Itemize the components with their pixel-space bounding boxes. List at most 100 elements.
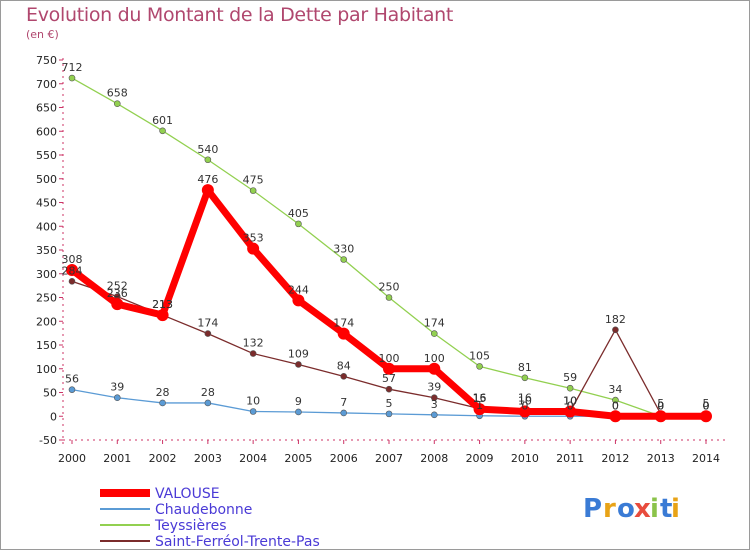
data-label: 0	[703, 399, 710, 412]
data-point	[68, 74, 76, 82]
data-point	[385, 294, 393, 301]
x-tick-label: 2007	[375, 452, 403, 465]
data-point	[204, 330, 212, 337]
x-tick-label: 2000	[58, 452, 86, 465]
logo-letter: r	[603, 494, 616, 524]
data-point	[340, 373, 348, 380]
chart-subtitle: (en €)	[26, 28, 59, 41]
data-point	[201, 184, 214, 197]
data-point	[518, 405, 531, 418]
data-label: 28	[156, 386, 170, 399]
data-label: 308	[62, 253, 83, 266]
data-label: 712	[62, 61, 83, 74]
data-point	[159, 127, 166, 135]
data-label: 174	[197, 317, 218, 330]
data-label: 182	[605, 313, 626, 326]
data-point	[111, 298, 124, 311]
x-tick-label: 2001	[103, 452, 131, 465]
data-label: 15	[473, 392, 487, 405]
x-tick-label: 2002	[149, 452, 177, 465]
y-tick-label: 200	[36, 315, 57, 328]
data-label: 10	[246, 395, 260, 408]
data-label: 5	[657, 397, 664, 410]
data-label: 0	[657, 399, 664, 412]
data-label: 213	[152, 298, 173, 311]
y-tick-label: -50	[39, 434, 57, 447]
data-point	[430, 411, 438, 419]
data-label: 132	[243, 337, 264, 350]
data-label: 284	[62, 264, 83, 277]
y-tick-label: 600	[36, 125, 57, 138]
data-point	[204, 399, 212, 407]
y-tick-label: 500	[36, 173, 57, 186]
x-tick-label: 2009	[466, 452, 494, 465]
legend-label: VALOUSE	[155, 486, 220, 502]
y-tick-label: 450	[36, 197, 57, 210]
data-point	[385, 410, 393, 418]
data-label: 1	[476, 399, 483, 412]
data-label: 16	[473, 392, 487, 405]
y-tick-label: 400	[36, 220, 57, 233]
data-point	[249, 408, 257, 415]
data-label: 244	[288, 283, 309, 296]
data-label: 353	[243, 232, 264, 245]
legend-label: Teyssières	[154, 518, 227, 534]
data-point	[68, 386, 76, 393]
x-tick-label: 2005	[284, 452, 312, 465]
y-tick-label: 300	[36, 268, 57, 281]
y-tick-label: 750	[36, 54, 57, 67]
x-tick-label: 2010	[511, 452, 539, 465]
logo-letter: t	[660, 494, 672, 524]
data-label: 0	[521, 399, 528, 412]
y-tick-label: 150	[36, 339, 57, 352]
data-point	[609, 410, 622, 423]
data-point	[156, 309, 169, 322]
data-label: 540	[197, 143, 218, 156]
data-label: 0	[567, 399, 574, 412]
data-label: 39	[110, 381, 124, 394]
data-point	[430, 330, 438, 337]
data-label: 475	[243, 174, 264, 187]
data-label: 0	[703, 399, 710, 412]
data-point	[159, 399, 166, 407]
x-tick-label: 2004	[239, 452, 267, 465]
data-label: 10	[563, 395, 577, 408]
data-point	[113, 100, 121, 107]
data-label: 9	[295, 395, 302, 408]
data-point	[476, 363, 483, 370]
data-label: 330	[333, 243, 354, 256]
data-point	[249, 187, 257, 194]
data-point	[430, 394, 438, 402]
data-label: 0	[703, 399, 710, 412]
x-tick-label: 2003	[194, 452, 222, 465]
legend-label: Chaudebonne	[155, 502, 252, 518]
y-tick-label: 700	[36, 78, 57, 91]
x-tick-label: 2008	[420, 452, 448, 465]
data-point	[612, 326, 619, 334]
y-tick-label: 50	[43, 387, 57, 400]
data-point	[295, 361, 302, 368]
y-tick-label: 550	[36, 149, 57, 162]
data-label: 10	[563, 395, 577, 408]
legend-label: Saint-Ferréol-Trente-Pas	[155, 534, 320, 550]
data-point	[113, 394, 121, 402]
data-label: 658	[107, 87, 128, 100]
data-label: 476	[197, 173, 218, 186]
data-label: 105	[469, 349, 490, 362]
data-label: 39	[427, 381, 441, 394]
data-label: 34	[608, 383, 622, 396]
data-label: 7	[340, 396, 347, 409]
data-label: 109	[288, 347, 309, 360]
data-point	[385, 385, 393, 393]
data-point	[564, 405, 577, 418]
data-point	[247, 242, 260, 255]
data-label: 100	[379, 352, 400, 365]
x-tick-label: 2013	[647, 452, 675, 465]
data-label: 59	[563, 371, 577, 384]
data-point	[473, 403, 486, 416]
data-label: 84	[337, 359, 351, 372]
logo-letter: i	[650, 494, 659, 524]
data-point	[295, 220, 302, 228]
data-point	[654, 410, 667, 423]
